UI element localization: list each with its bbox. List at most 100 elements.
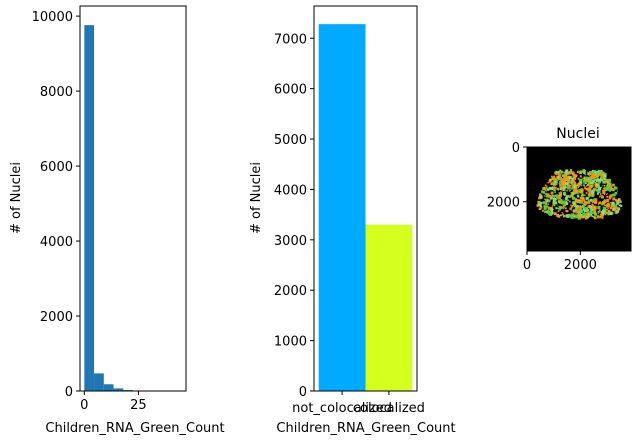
- nucleus-speck: [584, 216, 588, 220]
- nucleus-speck: [582, 203, 585, 206]
- nucleus-speck: [593, 216, 596, 219]
- nucleus-speck: [550, 207, 553, 210]
- nucleus-speck: [570, 179, 573, 182]
- nucleus-speck: [604, 213, 607, 216]
- nucleus-speck: [565, 182, 568, 186]
- nucleus-speck: [571, 215, 575, 219]
- nucleus-speck: [600, 211, 603, 214]
- nucleus-speck: [574, 208, 578, 212]
- nucleus-speck: [566, 216, 568, 218]
- nucleus-speck: [605, 179, 609, 183]
- nucleus-speck: [612, 199, 614, 201]
- nucleus-speck: [563, 176, 565, 179]
- nucleus-speck: [561, 190, 563, 192]
- nucleus-speck: [585, 196, 589, 200]
- nucleus-speck: [553, 188, 556, 192]
- nucleus-speck: [602, 209, 606, 213]
- nucleus-speck: [558, 201, 562, 204]
- nucleus-speck: [560, 180, 562, 182]
- nucleus-speck: [559, 180, 562, 184]
- nucleus-speck: [589, 180, 593, 184]
- nucleus-speck: [579, 200, 581, 202]
- nuclei-image-panel: Nuclei 0 2000 0 2000: [487, 126, 632, 273]
- nucleus-speck: [584, 186, 586, 188]
- nucleus-speck: [546, 193, 548, 195]
- nucleus-speck: [601, 195, 604, 199]
- nucleus-speck: [553, 198, 557, 202]
- nucleus-speck: [559, 206, 563, 209]
- nucleus-speck: [578, 189, 580, 191]
- nucleus-speck: [588, 174, 591, 176]
- nucleus-speck: [579, 178, 583, 182]
- nucleus-speck: [607, 213, 610, 216]
- histogram-x-ticks: 0 25: [80, 391, 147, 413]
- nucleus-speck: [568, 176, 572, 180]
- nucleus-speck: [587, 199, 590, 202]
- nucleus-speck: [615, 206, 618, 210]
- nucleus-speck: [598, 178, 602, 182]
- nucleus-speck: [591, 204, 594, 207]
- nucleus-speck: [592, 177, 594, 179]
- nucleus-speck: [605, 211, 608, 214]
- nucleus-speck: [590, 190, 593, 193]
- nucleus-speck: [557, 195, 560, 197]
- nucleus-speck: [540, 206, 543, 209]
- nucleus-speck: [549, 178, 552, 182]
- nucleus-speck: [594, 209, 597, 212]
- nucleus-speck: [569, 170, 572, 173]
- nucleus-speck: [589, 179, 593, 182]
- y-tick-label: 10000: [32, 10, 73, 25]
- nucleus-speck: [576, 171, 579, 174]
- nucleus-speck: [551, 175, 553, 178]
- histogram-bars: [84, 25, 182, 391]
- nucleus-speck: [615, 204, 618, 206]
- nucleus-speck: [546, 188, 550, 191]
- nucleus-speck: [591, 184, 594, 187]
- nucleus-speck: [564, 171, 567, 174]
- y-tick-label: 6000: [40, 160, 73, 175]
- nucleus-speck: [614, 209, 617, 211]
- nucleus-speck: [600, 213, 602, 216]
- nucleus-speck: [546, 205, 549, 208]
- nucleus-speck: [620, 204, 623, 207]
- nucleus-speck: [584, 209, 587, 213]
- nucleus-speck: [567, 199, 569, 201]
- nucleus-speck: [557, 187, 560, 190]
- nucleus-speck: [577, 195, 580, 198]
- nucleus-speck: [558, 201, 561, 203]
- nucleus-speck: [592, 177, 595, 179]
- nucleus-speck: [562, 185, 564, 187]
- nucleus-speck: [581, 197, 585, 201]
- nucleus-speck: [619, 200, 622, 203]
- nucleus-speck: [570, 187, 573, 190]
- nucleus-speck: [600, 171, 602, 173]
- nucleus-speck: [547, 193, 550, 196]
- nucleus-speck: [597, 170, 600, 172]
- y-tick-label: 2000: [40, 310, 73, 325]
- nucleus-speck: [582, 208, 585, 211]
- nucleus-speck: [566, 172, 570, 175]
- nucleus-speck: [609, 211, 613, 215]
- nucleus-speck: [565, 202, 569, 205]
- nucleus-speck: [582, 182, 584, 184]
- nucleus-speck: [555, 207, 558, 210]
- nucleus-speck: [563, 214, 566, 218]
- nucleus-speck: [589, 208, 593, 211]
- nucleus-speck: [575, 197, 577, 200]
- nucleus-speck: [562, 201, 565, 205]
- nucleus-speck: [574, 192, 577, 195]
- nucleus-speck: [580, 215, 584, 219]
- nucleus-speck: [594, 171, 597, 174]
- nucleus-speck: [569, 189, 571, 192]
- nucleus-speck: [571, 177, 575, 181]
- nucleus-speck: [574, 214, 578, 218]
- nucleus-speck: [589, 171, 591, 173]
- nucleus-speck: [596, 183, 600, 187]
- nucleus-speck: [604, 204, 606, 207]
- nucleus-speck: [611, 201, 615, 205]
- y-tick-label: 3000: [274, 234, 307, 249]
- nucleus-speck: [559, 169, 561, 172]
- nucleus-speck: [572, 196, 576, 200]
- nucleus-speck: [606, 193, 608, 195]
